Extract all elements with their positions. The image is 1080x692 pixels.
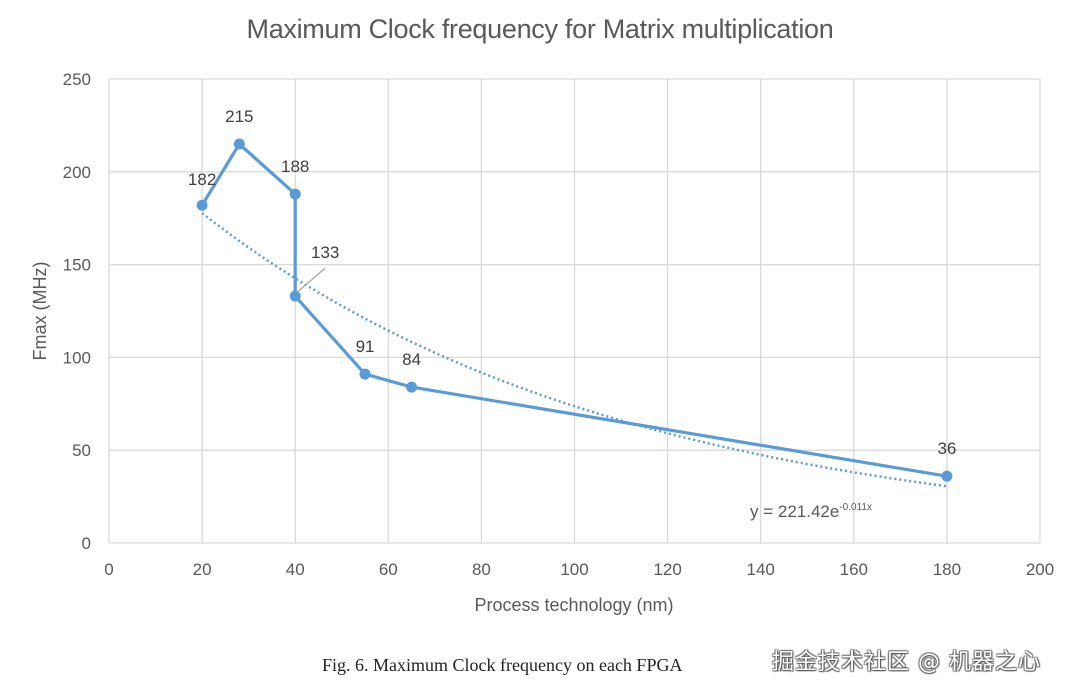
x-tick-label: 200	[1026, 560, 1054, 579]
x-tick-label: 140	[747, 560, 775, 579]
x-axis-label: Process technology (nm)	[474, 595, 673, 615]
trendline-equation: y = 221.42e-0.011x	[750, 502, 872, 521]
y-tick-label: 0	[82, 534, 91, 553]
x-tick-label: 100	[560, 560, 588, 579]
grid	[108, 78, 1041, 544]
axes: 0 50 100 150 200 250 0 20 40 60 80 100 120 140 160 180 2…	[63, 70, 1055, 579]
chart: 0 50 100 150 200 250 0 20 40 60 80 100 120 140 160 180 2…	[30, 70, 1055, 615]
watermark: 掘金技术社区 @ 机器之心	[772, 650, 1041, 675]
x-tick-label: 120	[653, 560, 681, 579]
data-label: 215	[225, 107, 253, 126]
data-label: 133	[311, 243, 339, 262]
figure-caption: Fig. 6. Maximum Clock frequency on each …	[322, 655, 683, 675]
equation-exponent: -0.011x	[839, 502, 872, 513]
y-tick-label: 100	[63, 348, 91, 367]
data-point	[359, 368, 371, 380]
y-tick-label: 250	[63, 70, 91, 89]
trendline-group	[201, 212, 948, 488]
data-point	[406, 381, 418, 393]
trendline	[201, 212, 948, 488]
data-label: 182	[188, 170, 216, 189]
x-tick-label: 0	[104, 560, 113, 579]
equation-base: y = 221.42e	[750, 502, 839, 521]
data-labels: 182 215 188 133 91 84 36	[188, 107, 956, 458]
y-tick-label: 50	[72, 441, 91, 460]
data-label: 36	[937, 439, 956, 458]
data-point	[289, 290, 301, 302]
data-point	[289, 188, 301, 200]
x-tick-label: 80	[472, 560, 491, 579]
data-label: 91	[356, 337, 375, 356]
data-label: 188	[281, 157, 309, 176]
y-tick-label: 150	[63, 256, 91, 275]
x-tick-label: 60	[379, 560, 398, 579]
data-point	[233, 138, 245, 150]
data-point	[196, 199, 208, 211]
data-point	[941, 470, 953, 482]
chart-title: Maximum Clock frequency for Matrix multi…	[246, 14, 834, 44]
data-label: 84	[402, 350, 421, 369]
data-label-leader	[296, 267, 326, 293]
y-axis-label: Fmax (MHz)	[30, 262, 50, 361]
y-tick-label: 200	[63, 163, 91, 182]
x-tick-label: 180	[933, 560, 961, 579]
series-group	[196, 138, 953, 482]
x-tick-label: 160	[840, 560, 868, 579]
x-tick-label: 40	[286, 560, 305, 579]
x-tick-label: 20	[193, 560, 212, 579]
